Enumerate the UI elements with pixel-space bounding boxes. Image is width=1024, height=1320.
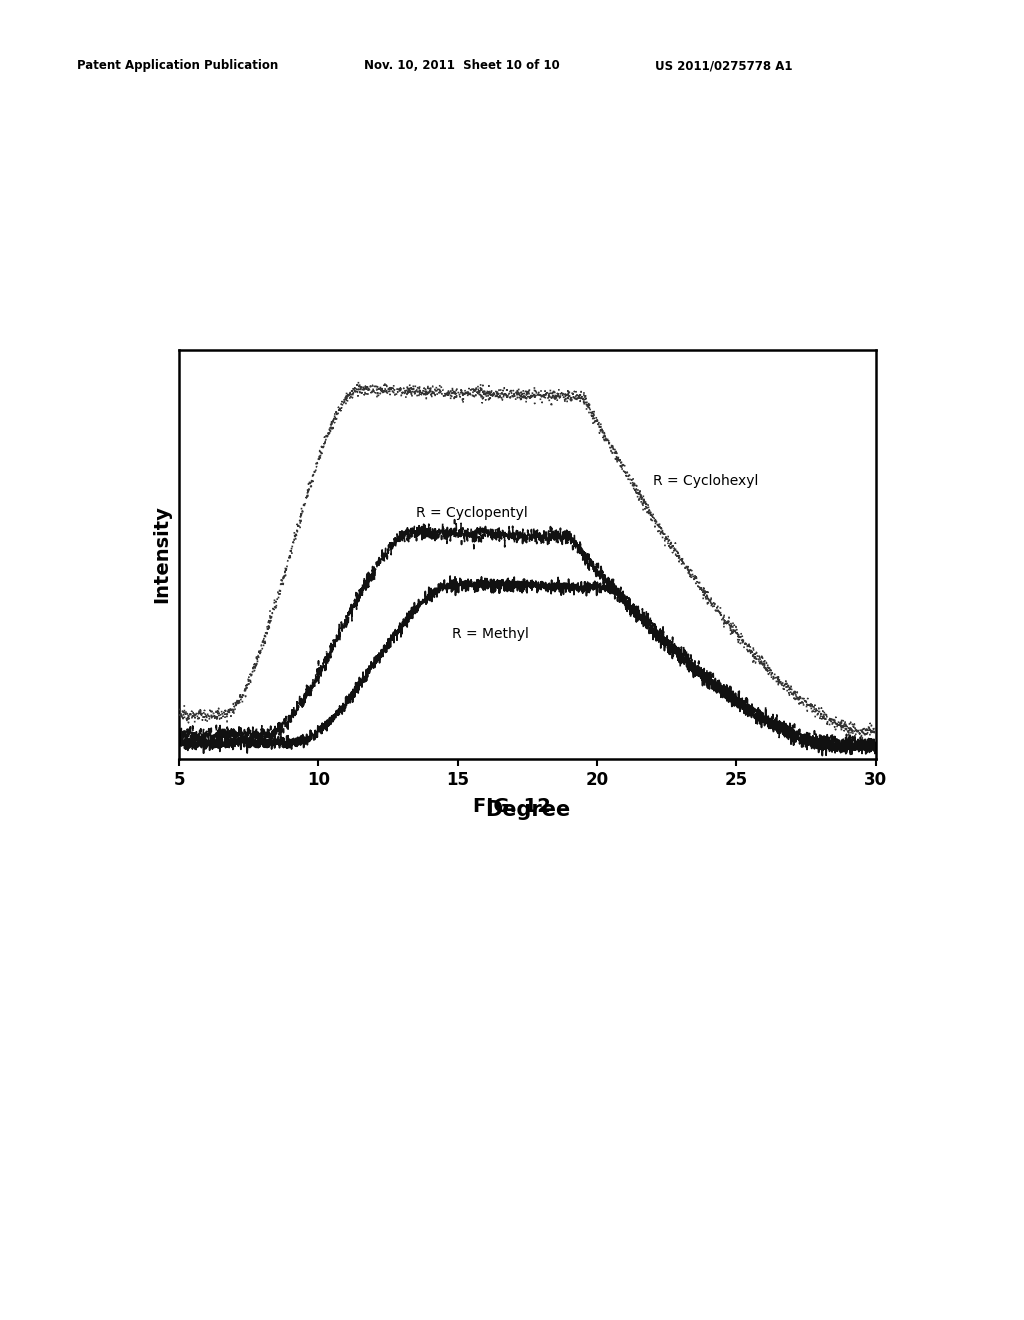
Text: R = Cyclopentyl: R = Cyclopentyl xyxy=(416,506,527,520)
Text: FIG. 12: FIG. 12 xyxy=(473,797,551,816)
Text: Patent Application Publication: Patent Application Publication xyxy=(77,59,279,73)
Text: US 2011/0275778 A1: US 2011/0275778 A1 xyxy=(655,59,793,73)
X-axis label: Degree: Degree xyxy=(484,800,570,820)
Y-axis label: Intensity: Intensity xyxy=(152,506,171,603)
Text: R = Methyl: R = Methyl xyxy=(453,627,529,640)
Text: R = Cyclohexyl: R = Cyclohexyl xyxy=(652,474,758,488)
Text: Nov. 10, 2011  Sheet 10 of 10: Nov. 10, 2011 Sheet 10 of 10 xyxy=(364,59,559,73)
